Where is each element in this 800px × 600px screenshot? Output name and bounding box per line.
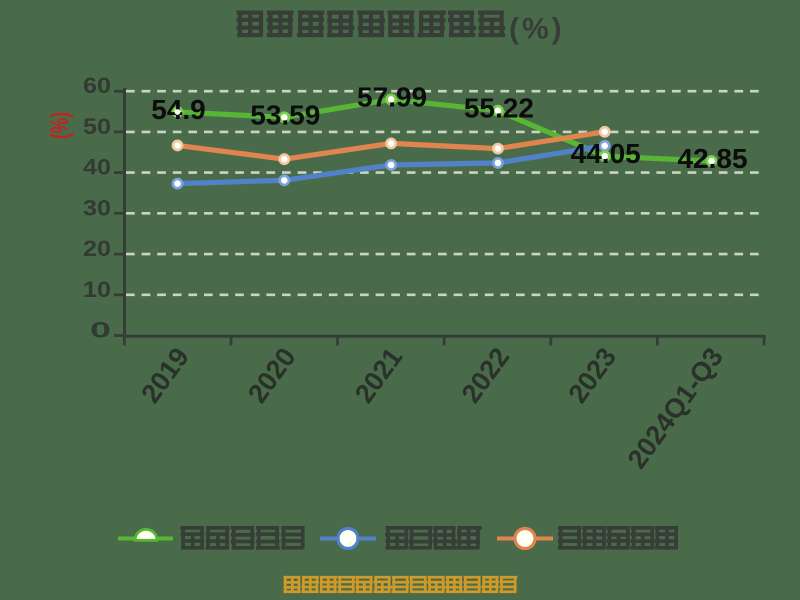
- svg-text:(%): (%): [45, 112, 73, 139]
- svg-text:60: 60: [83, 73, 111, 98]
- svg-text:40: 40: [83, 155, 111, 180]
- svg-text:0: 0: [90, 318, 111, 343]
- svg-text:20: 20: [83, 236, 111, 261]
- svg-text:50: 50: [83, 114, 111, 139]
- svg-text:10: 10: [83, 277, 111, 302]
- svg-text:(%): (%): [509, 13, 565, 46]
- svg-text:30: 30: [83, 195, 111, 220]
